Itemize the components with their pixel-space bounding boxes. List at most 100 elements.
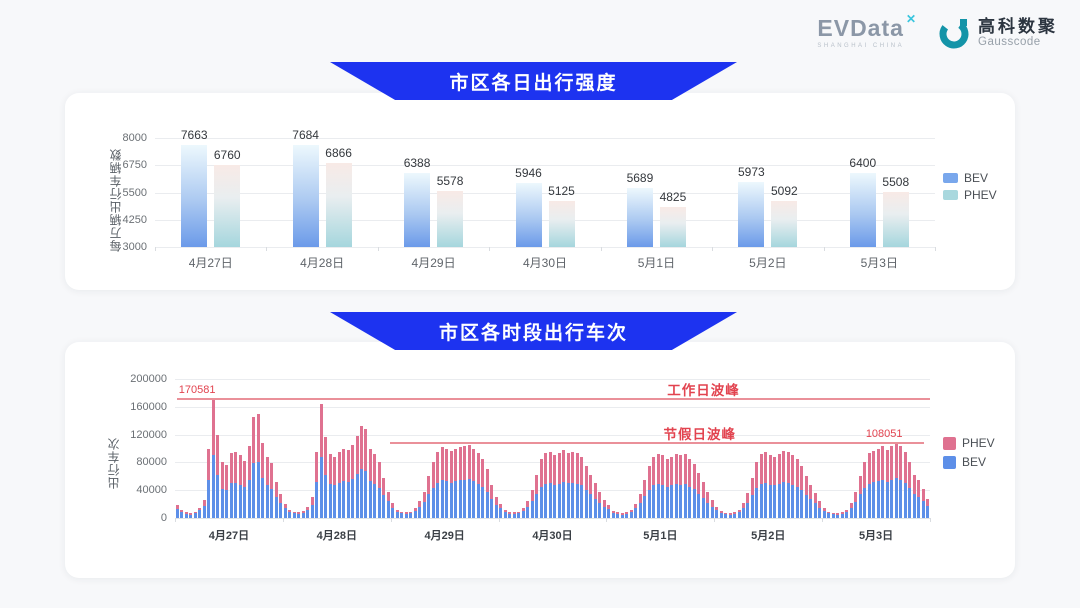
y-tick-label: 3000 bbox=[122, 241, 147, 253]
bar-phev-4月28日-h20 bbox=[373, 454, 377, 484]
bar-phev-4月27日-h4 bbox=[193, 511, 197, 514]
bar-bev-5月3日-h8 bbox=[858, 494, 862, 518]
bar-phev-5月1日-h12 bbox=[661, 455, 665, 485]
bar-bev-4月27日-h21 bbox=[270, 488, 274, 518]
bar-phev-4月27日-h20 bbox=[265, 456, 269, 486]
bar-bev-5月1日-h15 bbox=[674, 483, 678, 518]
value-label-phev-4月30日: 5125 bbox=[548, 183, 575, 198]
bar-bev-4月30日-h11 bbox=[548, 483, 552, 518]
x-axis-tick bbox=[282, 518, 284, 522]
bar-phev-4月29日-h22 bbox=[490, 484, 494, 499]
bar-phev-5月2日-h19 bbox=[800, 465, 804, 491]
bar-bev-5月3日-h1 bbox=[827, 513, 831, 518]
bar-bev-5月3日-h12 bbox=[876, 481, 880, 518]
bar-phev-4月27日-h6 bbox=[202, 499, 206, 507]
bar-phev-4月27日-h16 bbox=[247, 446, 251, 480]
bar-phev-4月30日-h20 bbox=[589, 474, 593, 495]
bar-bev-5月2日-h3 bbox=[728, 514, 732, 518]
bar-phev-5月1日-h4 bbox=[625, 512, 629, 514]
bar-phev-5月2日-h8 bbox=[750, 477, 754, 496]
gausscode-logo: 高科数聚 Gausscode bbox=[937, 16, 1058, 50]
bar-phev-5月1日-h8 bbox=[643, 479, 647, 497]
bar-bev-4月29日-h3 bbox=[404, 513, 408, 518]
legend-item-phev[interactable]: PHEV bbox=[943, 188, 997, 202]
x-axis-tick bbox=[266, 247, 268, 251]
gridline bbox=[175, 462, 930, 464]
bar-bev-4月27日-h19 bbox=[261, 477, 265, 518]
bar-phev-4月27日-h1 bbox=[180, 510, 184, 513]
bar-bev-5月2日-h14 bbox=[777, 483, 781, 518]
bar-bev-4月28日-h22 bbox=[382, 495, 386, 518]
x-category-label: 5月3日 bbox=[858, 530, 894, 542]
bar-bev-5月1日-h8 bbox=[643, 496, 647, 518]
bar-bev-4月29日-h1 bbox=[395, 512, 399, 518]
value-label-phev-4月28日: 6866 bbox=[325, 145, 352, 160]
bar-phev-5月3日-h7 bbox=[854, 491, 858, 502]
bar-phev-4月29日-h0 bbox=[391, 502, 395, 508]
bar-phev-5月1日-h17 bbox=[683, 454, 687, 484]
bar-bev-4月28日-h3 bbox=[297, 513, 301, 518]
bar-phev-4月27日-h17 bbox=[252, 416, 256, 464]
bar-bev-5月3日-h6 bbox=[849, 507, 853, 518]
evdata-x-icon: ✕ bbox=[905, 12, 917, 26]
bar-phev-4月30日-h18 bbox=[580, 456, 584, 486]
bar-phev-4月30日-h22 bbox=[598, 491, 602, 503]
x-category-label: 5月1日 bbox=[637, 256, 676, 270]
bar-bev-4月28日-h17 bbox=[360, 468, 363, 518]
bar-phev-5月1日-h23 bbox=[710, 499, 714, 507]
bar-bev-4月28日-h15 bbox=[351, 479, 354, 518]
bar-phev-4月27日-h11 bbox=[225, 465, 229, 491]
legend-swatch-bev bbox=[943, 173, 958, 183]
bar-phev-4月28日-h9 bbox=[324, 436, 328, 475]
bar-phev-4月27日-h9 bbox=[216, 435, 220, 475]
x-category-label: 5月3日 bbox=[860, 256, 898, 270]
bar-bev-5月2日-h10 bbox=[759, 483, 763, 518]
bar-phev-4月30日 bbox=[548, 200, 575, 247]
bar-bev-5月2日-h13 bbox=[773, 485, 777, 518]
bar-bev-4月27日-h14 bbox=[238, 484, 242, 518]
y-tick-label: 4250 bbox=[122, 213, 147, 226]
bar-bev-5月1日-h0 bbox=[607, 508, 611, 518]
bar-phev-5月1日-h16 bbox=[679, 455, 683, 485]
bar-bev-4月27日-h15 bbox=[243, 487, 247, 518]
bar-phev-4月29日-h18 bbox=[472, 448, 476, 482]
bar-bev-5月1日-h16 bbox=[679, 484, 683, 518]
legend-swatch-phev bbox=[943, 436, 956, 450]
bar-phev-5月2日-h10 bbox=[759, 454, 763, 484]
bar-phev-4月30日-h21 bbox=[593, 483, 597, 499]
bar-bev-5月3日-h11 bbox=[872, 481, 876, 518]
bar-phev-4月29日-h17 bbox=[467, 445, 471, 480]
bar-bev-4月27日-h13 bbox=[234, 482, 238, 518]
value-label-bev-5月1日: 5689 bbox=[626, 171, 654, 186]
legend-item-bev[interactable]: BEV bbox=[943, 455, 986, 469]
legend-item-phev[interactable]: PHEV bbox=[943, 436, 995, 450]
bar-bev-4月28日-h18 bbox=[364, 470, 368, 518]
x-axis-tick bbox=[712, 247, 714, 251]
bar-bev-4月29日-h21 bbox=[485, 491, 489, 518]
gridline bbox=[175, 490, 930, 492]
bar-phev-5月2日-h13 bbox=[773, 456, 777, 486]
bar-bev-4月28日-h11 bbox=[333, 485, 337, 518]
bar-phev-5月2日-h7 bbox=[746, 492, 750, 503]
y-tick-label: 5500 bbox=[122, 186, 147, 199]
value-label-bev-5月3日: 6400 bbox=[849, 155, 877, 170]
bar-phev-5月3日-h16 bbox=[894, 442, 898, 479]
bar-phev-5月3日-h2 bbox=[831, 513, 835, 515]
bar-phev-4月30日-h9 bbox=[539, 458, 543, 487]
bar-bev-4月29日-h7 bbox=[422, 502, 426, 518]
bar-bev-5月2日-h11 bbox=[764, 483, 768, 518]
x-axis-tick bbox=[175, 518, 176, 522]
y-axis-title: 出行车次 bbox=[107, 437, 121, 490]
bar-bev-4月30日-h12 bbox=[553, 484, 557, 518]
bar-phev-5月3日-h17 bbox=[899, 445, 903, 480]
x-axis-tick bbox=[606, 518, 608, 522]
bar-phev-4月27日-h5 bbox=[198, 507, 202, 511]
bar-bev-4月29日-h4 bbox=[409, 513, 413, 518]
bar-bev-5月2日-h0 bbox=[715, 509, 719, 518]
bar-bev-4月27日-h12 bbox=[229, 483, 233, 518]
bar-bev-5月3日-h5 bbox=[845, 511, 849, 518]
bar-bev-4月30日-h1 bbox=[503, 512, 507, 518]
bar-bev-4月27日-h17 bbox=[252, 463, 256, 518]
x-axis-tick bbox=[823, 247, 825, 251]
legend-item-bev[interactable]: BEV bbox=[943, 171, 988, 185]
